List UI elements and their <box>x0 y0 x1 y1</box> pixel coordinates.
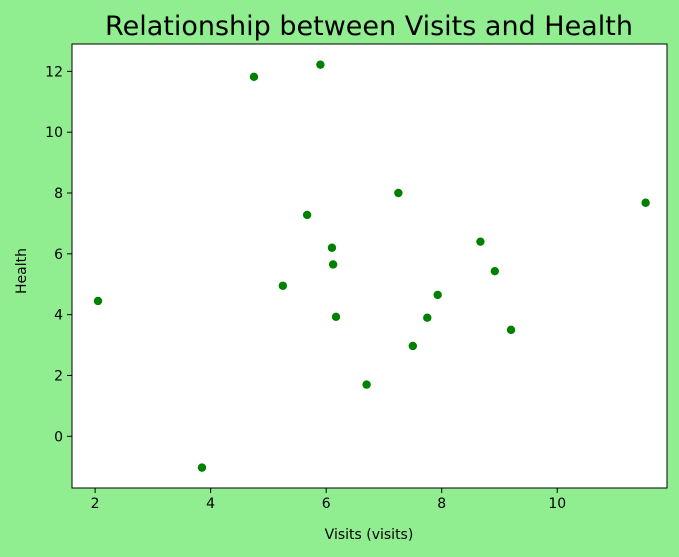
data-point <box>93 296 103 306</box>
data-point <box>408 341 418 351</box>
y-tick-label: 12 <box>45 64 63 80</box>
data-point <box>433 290 442 300</box>
y-tick-label: 10 <box>45 125 63 141</box>
data-point <box>476 237 485 246</box>
data-point <box>506 325 516 335</box>
x-tick-label: 6 <box>322 496 331 512</box>
x-tick-label: 2 <box>91 496 100 512</box>
x-tick-label: 10 <box>548 496 566 512</box>
data-point <box>641 198 650 207</box>
x-tick-label: 4 <box>206 496 215 512</box>
x-axis-ticks: 2 4 6 8 10 <box>91 488 566 512</box>
data-point <box>249 72 259 82</box>
x-tick-label: 8 <box>437 496 446 512</box>
data-point <box>423 313 432 322</box>
y-axis-ticks: 0 2 4 6 8 10 12 <box>45 64 72 445</box>
y-tick-label: 8 <box>54 186 63 202</box>
data-point <box>331 312 341 321</box>
data-point <box>394 188 403 198</box>
chart-title: Relationship between Visits and Health <box>105 11 633 42</box>
data-points <box>93 60 650 472</box>
data-point <box>490 266 500 276</box>
data-point <box>327 243 337 252</box>
data-point <box>197 463 207 472</box>
data-point <box>278 281 288 290</box>
plot-area <box>72 44 667 488</box>
x-axis-label: Visits (visits) <box>325 527 414 543</box>
data-point <box>362 380 371 389</box>
plot-frame <box>71 43 668 489</box>
data-point <box>328 260 338 269</box>
y-tick-label: 0 <box>54 429 63 445</box>
data-point <box>316 60 325 69</box>
y-tick-label: 6 <box>54 247 63 263</box>
y-tick-label: 4 <box>54 308 63 324</box>
data-point <box>302 210 312 220</box>
y-axis-label: Health <box>14 248 30 294</box>
y-tick-label: 2 <box>54 368 63 384</box>
